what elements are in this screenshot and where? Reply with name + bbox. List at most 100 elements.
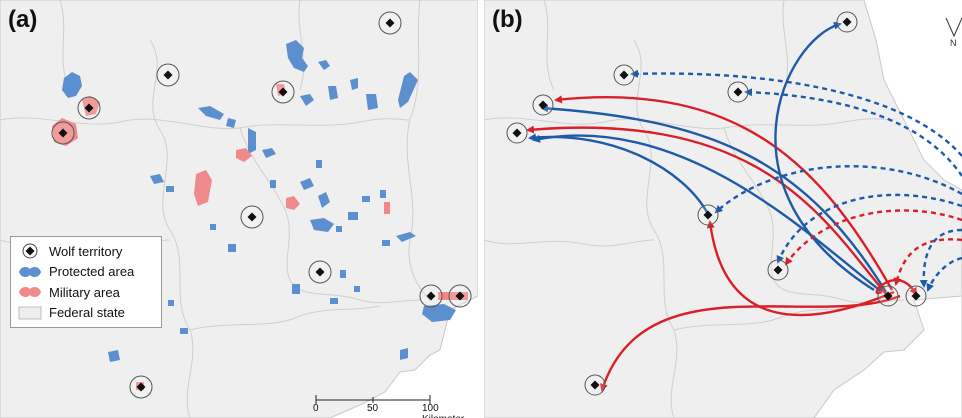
protected-area	[398, 72, 418, 108]
dispersal-arrow-red	[526, 125, 887, 295]
protected-area	[62, 72, 82, 98]
protected-area	[350, 78, 358, 90]
military-area	[236, 148, 252, 162]
wolf-territories-b	[506, 11, 927, 396]
military-area	[384, 202, 390, 214]
legend-item-military-area: Military area	[17, 282, 155, 303]
protected-area	[210, 224, 216, 230]
dispersal-arrow-blue-dashed	[714, 165, 962, 214]
north-arrow-icon: N	[945, 17, 962, 48]
state-boundaries	[484, 0, 905, 418]
wolf-territory-marker	[613, 64, 635, 86]
dispersal-arrow-red-dashed	[784, 209, 962, 266]
scalebar-tick-100: 100 Kilometer	[422, 403, 464, 418]
legend-label: Military area	[49, 284, 120, 300]
protected-area	[400, 348, 408, 360]
protected-area	[396, 232, 416, 242]
wolf-territory-marker	[836, 11, 858, 33]
map-panel-b: N (b)	[484, 0, 962, 418]
dispersal-arrows	[526, 21, 962, 392]
wolf-territory-marker	[905, 285, 927, 307]
wolf-territories-a	[51, 11, 472, 399]
wolf-territory-marker	[448, 284, 472, 308]
protected-area	[340, 270, 346, 278]
wolf-territory-marker	[240, 205, 264, 229]
protected-area	[348, 212, 358, 220]
wolf-territory-marker	[51, 121, 75, 145]
legend-item-protected-area: Protected area	[17, 262, 155, 283]
military-area	[194, 170, 212, 206]
legend-item-wolf-territory: Wolf territory	[17, 241, 155, 262]
dispersal-arrow-red-dashed	[893, 238, 962, 286]
scalebar-tick-50: 50	[367, 403, 379, 414]
protected-area	[354, 286, 360, 292]
dispersal-arrow-blue	[532, 134, 883, 293]
protected-area	[166, 186, 174, 192]
wolf-territory-marker	[129, 375, 153, 399]
protected-area	[318, 60, 330, 70]
protected-areas	[62, 40, 456, 362]
protected-area	[318, 192, 330, 208]
protected-area	[292, 284, 300, 294]
protected-area	[422, 304, 456, 322]
red-patch-icon	[17, 284, 43, 300]
wolf-territory-marker	[156, 63, 180, 87]
legend-label: Wolf territory	[49, 243, 123, 259]
military-area	[286, 196, 300, 210]
wolf-territory-marker	[419, 284, 443, 308]
dispersal-arrow-blue-dashed	[630, 69, 962, 157]
protected-area	[380, 190, 386, 198]
legend-label: Protected area	[49, 264, 135, 280]
protected-area	[300, 94, 314, 106]
map-legend: Wolf territory Protected area Military a…	[10, 236, 162, 328]
wolf-territory-marker	[767, 259, 789, 281]
protected-area	[226, 118, 236, 128]
protected-area	[310, 218, 334, 232]
protected-area	[336, 226, 342, 232]
protected-area	[168, 300, 174, 306]
dispersal-arrow-red	[600, 294, 901, 392]
protected-area	[330, 298, 338, 304]
wolf-territory-marker	[308, 260, 332, 284]
map-a-canvas	[0, 0, 478, 418]
wolf-territory-marker	[77, 96, 101, 120]
blue-patch-icon	[17, 264, 43, 280]
map-panel-a: (a) Wolf territory Protected area	[0, 0, 478, 418]
protected-area	[108, 350, 120, 362]
dispersal-arrow-blue	[540, 104, 888, 293]
dispersal-arrow-blue-dashed	[926, 256, 962, 292]
wolf-territory-marker	[271, 80, 295, 104]
protected-area	[198, 106, 224, 120]
map-b-canvas: N	[484, 0, 962, 418]
protected-area	[262, 148, 276, 158]
wolf-territory-marker	[727, 81, 749, 103]
protected-area	[382, 240, 390, 246]
wolf-territory-marker	[506, 122, 528, 144]
protected-area	[228, 244, 236, 252]
protected-area	[180, 328, 188, 334]
protected-area	[286, 40, 308, 72]
wolf-territory-marker	[378, 11, 402, 35]
dispersal-arrow-blue	[528, 133, 710, 215]
protected-area	[366, 94, 378, 110]
scalebar-tick-0: 0	[313, 403, 319, 414]
panel-label-a: (a)	[8, 6, 38, 33]
dispersal-arrow-red	[554, 95, 894, 291]
dispersal-arrow-blue-dashed	[776, 193, 962, 264]
panel-label-b: (b)	[492, 6, 523, 33]
diamond-circle-icon	[17, 243, 43, 259]
dispersal-arrow-blue-dashed	[919, 228, 962, 288]
legend-item-federal-state: Federal state	[17, 303, 155, 324]
protected-area	[316, 160, 322, 168]
wolf-territory-marker	[697, 204, 719, 226]
wolf-territory-marker	[584, 374, 606, 396]
wolf-territory-marker	[532, 94, 554, 116]
north-arrow-label: N	[950, 38, 957, 48]
protected-area	[300, 178, 314, 190]
protected-area	[362, 196, 370, 202]
protected-area	[248, 128, 256, 154]
dispersal-arrow-blue	[774, 21, 875, 292]
legend-label: Federal state	[49, 305, 125, 321]
wolf-territory-marker	[877, 285, 899, 307]
gray-patch-icon	[17, 305, 43, 321]
